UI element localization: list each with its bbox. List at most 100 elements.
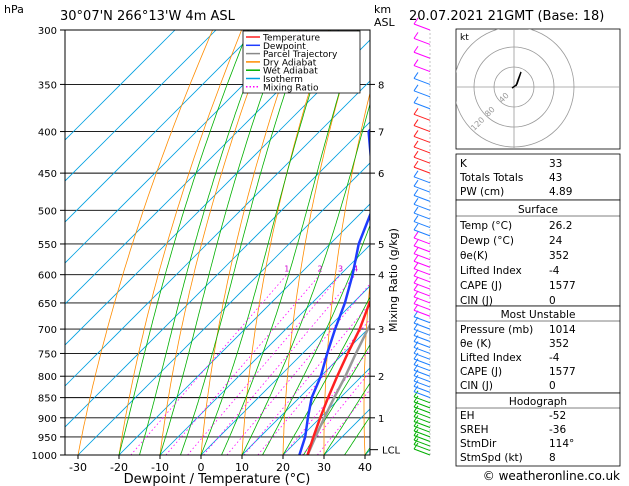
grid-layer: [65, 30, 370, 455]
wind-barb-feather: [413, 223, 419, 231]
wet-adiabat: [180, 30, 307, 455]
surface-row-value: 1577: [549, 280, 576, 292]
hodograph-trace: [511, 71, 522, 89]
wind-barb-staff: [413, 425, 431, 433]
pressure-tick-label: 650: [38, 299, 57, 310]
credit-label: © weatheronline.co.uk: [483, 469, 620, 483]
wind-barb-staff: [413, 289, 431, 297]
wind-barb-staff: [413, 23, 431, 31]
wind-barb-staff: [413, 448, 431, 456]
wind-barb-feather: [413, 433, 419, 441]
wind-barb-feather: [413, 269, 419, 277]
wind-barb-staff: [413, 166, 431, 174]
pressure-tick-label: 350: [38, 80, 57, 91]
wind-barb-staff: [413, 77, 431, 85]
wind-barb-feather: [413, 160, 419, 168]
wind-barb-staff: [413, 245, 431, 253]
wind-barb-staff: [413, 102, 431, 110]
wind-barb-feather: [413, 170, 419, 178]
x-tick-label: -10: [151, 461, 169, 474]
isotherm-line: [65, 30, 258, 223]
wind-barb-feather: [413, 96, 419, 104]
pressure-tick-label: 300: [38, 26, 57, 37]
isotherm-line: [200, 285, 370, 455]
km-tick-label: 7: [378, 128, 384, 139]
mixing-ratio-line: [243, 302, 370, 455]
index-row-value: 4.89: [549, 186, 572, 198]
pressure-tick-label: 800: [38, 372, 57, 383]
mixing-ratio-line: [283, 348, 370, 455]
wind-barb-staff: [413, 303, 431, 311]
wind-barb-staff: [413, 375, 431, 383]
wind-barb-staff: [413, 401, 431, 409]
dry-adiabat: [118, 30, 243, 455]
wind-barb-staff: [413, 203, 431, 211]
wet-adiabat: [323, 382, 370, 455]
pressure-tick-label: 950: [38, 433, 57, 444]
wind-barb-feather: [413, 390, 419, 398]
wet-adiabat: [200, 30, 331, 455]
wind-barb-staff: [413, 275, 431, 283]
isotherm-line: [118, 203, 370, 455]
x-tick-label: 10: [235, 461, 249, 474]
location-title: 30°07'N 266°13'W 4m ASL: [60, 9, 236, 24]
isotherm-line: [65, 121, 370, 428]
wind-barb-feather: [413, 363, 419, 371]
pressure-tick-label: 450: [38, 169, 57, 180]
wind-barb-staff: [413, 346, 431, 354]
pressure-tick-label: 550: [38, 240, 57, 251]
surface-row-value: 26.2: [549, 220, 572, 232]
wind-barb-staff: [413, 237, 431, 245]
wet-adiabat: [118, 30, 249, 455]
parcel-trajectory: [306, 322, 370, 455]
asl-label: ASL: [374, 16, 396, 29]
hodograph-table-row-label: EH: [460, 410, 475, 422]
most-unstable-title: Most Unstable: [501, 309, 576, 321]
index-row-label: K: [460, 158, 468, 170]
wind-barb-staff: [413, 296, 431, 304]
most-unstable-row-label: θe (K): [460, 338, 491, 350]
wind-barb-staff: [413, 51, 431, 59]
wind-barb-staff: [413, 221, 431, 229]
wind-barb-feather: [413, 198, 419, 205]
mixing-ratio-label: 1: [284, 265, 289, 274]
wind-barb-staff: [413, 113, 431, 121]
x-axis-label: Dewpoint / Temperature (°C): [124, 472, 311, 486]
surface-row-value: 352: [549, 250, 569, 262]
wind-barb-staff: [413, 125, 431, 133]
wind-barb-staff: [413, 335, 431, 342]
surface-row-label: Lifted Index: [460, 265, 522, 277]
index-tables: K 33 Totals Totals 43 PW (cm) 4.89 Surface Temp…: [455, 153, 621, 467]
x-tick-label: -20: [110, 461, 128, 474]
wind-barb-staff: [413, 411, 431, 419]
wind-barb-feather: [413, 59, 419, 66]
index-row-label: PW (cm): [460, 186, 504, 198]
x-tick-label: -30: [69, 461, 87, 474]
wind-barb-staff: [413, 369, 431, 377]
wind-barb-feather: [413, 206, 419, 214]
wind-barb-staff: [413, 380, 431, 388]
wind-barb-feather: [413, 130, 419, 137]
wind-barb-staff: [413, 439, 431, 447]
wind-barb-staff: [413, 309, 431, 317]
wind-barb-staff: [413, 435, 431, 442]
km-tick-label: 2: [378, 372, 384, 383]
datetime-label: 20.07.2021 21GMT (Base: 18): [409, 9, 604, 24]
wind-barb-feather: [413, 189, 419, 196]
x-tick-label: 20: [276, 461, 290, 474]
legend-label: Mixing Ratio: [263, 83, 319, 93]
wind-barb-feather: [413, 239, 419, 247]
surface-row-label: θe(K): [460, 250, 488, 262]
wind-barb-staff: [413, 65, 431, 73]
km-tick-label: 1: [378, 414, 384, 425]
plot-frame: [64, 29, 371, 456]
legend-label: Wet Adiabat: [263, 67, 318, 77]
wind-barb-staff: [413, 421, 431, 428]
hodograph-table-row-value: 114°: [549, 438, 574, 450]
wind-barbs: [413, 17, 431, 456]
legend-label: Dry Adiabat: [263, 58, 317, 68]
wind-barb-feather: [413, 72, 419, 79]
x-tick-label: 0: [198, 461, 205, 474]
surface-box: [455, 199, 621, 307]
